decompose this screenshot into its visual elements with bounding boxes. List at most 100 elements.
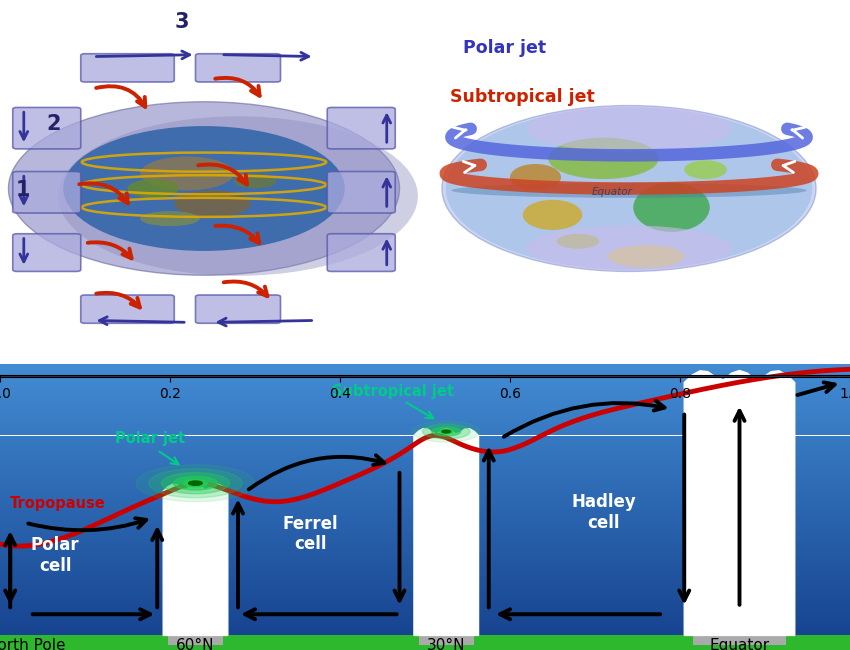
Bar bbox=[0, 364, 850, 367]
Text: Subtropical jet: Subtropical jet bbox=[332, 384, 454, 399]
Text: Subtropical jet: Subtropical jet bbox=[450, 88, 595, 106]
Bar bbox=[0, 421, 850, 424]
Ellipse shape bbox=[608, 245, 684, 268]
Bar bbox=[0, 524, 850, 527]
Circle shape bbox=[442, 430, 450, 433]
Ellipse shape bbox=[140, 211, 200, 226]
Bar bbox=[0, 513, 850, 515]
Text: 3: 3 bbox=[174, 12, 189, 32]
Bar bbox=[0, 621, 850, 624]
Bar bbox=[0, 647, 850, 650]
Text: Hadley
cell: Hadley cell bbox=[571, 493, 636, 532]
Bar bbox=[0, 633, 850, 636]
FancyBboxPatch shape bbox=[327, 234, 395, 272]
Bar bbox=[0, 490, 850, 493]
FancyBboxPatch shape bbox=[196, 54, 280, 82]
Bar bbox=[0, 558, 850, 562]
Bar bbox=[0, 510, 850, 513]
Text: Polar jet: Polar jet bbox=[115, 432, 184, 447]
Bar bbox=[0, 464, 850, 467]
Bar bbox=[0, 556, 850, 558]
Circle shape bbox=[8, 102, 399, 275]
Bar bbox=[0, 627, 850, 630]
Ellipse shape bbox=[140, 157, 234, 190]
Polygon shape bbox=[163, 484, 228, 636]
FancyBboxPatch shape bbox=[81, 295, 174, 323]
Ellipse shape bbox=[548, 138, 659, 179]
Bar bbox=[0, 624, 850, 627]
Bar bbox=[0, 393, 850, 395]
Circle shape bbox=[412, 421, 480, 442]
Bar bbox=[0, 636, 850, 638]
Bar bbox=[0, 613, 850, 616]
Bar bbox=[0, 410, 850, 413]
FancyBboxPatch shape bbox=[327, 172, 395, 213]
Text: Ferrel
cell: Ferrel cell bbox=[282, 515, 338, 553]
Bar bbox=[0, 495, 850, 499]
Bar bbox=[0, 367, 850, 370]
Bar bbox=[0, 378, 850, 381]
Circle shape bbox=[422, 424, 470, 439]
Bar bbox=[0, 481, 850, 484]
Bar bbox=[419, 630, 473, 645]
Circle shape bbox=[58, 116, 418, 276]
Bar bbox=[0, 636, 850, 650]
Bar bbox=[0, 601, 850, 604]
Circle shape bbox=[173, 476, 218, 490]
Bar bbox=[0, 487, 850, 490]
Text: 30°N: 30°N bbox=[427, 638, 466, 650]
Bar bbox=[0, 427, 850, 430]
Ellipse shape bbox=[557, 234, 599, 249]
Bar bbox=[0, 541, 850, 544]
Bar bbox=[0, 415, 850, 419]
Bar bbox=[0, 387, 850, 390]
FancyBboxPatch shape bbox=[13, 107, 81, 149]
Circle shape bbox=[184, 480, 207, 487]
Bar bbox=[0, 533, 850, 536]
Bar bbox=[0, 527, 850, 530]
Polygon shape bbox=[414, 428, 479, 636]
Bar bbox=[0, 573, 850, 576]
Bar bbox=[0, 595, 850, 599]
Ellipse shape bbox=[510, 164, 561, 190]
Circle shape bbox=[445, 107, 813, 270]
Bar bbox=[0, 430, 850, 433]
Bar bbox=[0, 607, 850, 610]
Bar bbox=[0, 547, 850, 550]
Bar bbox=[0, 395, 850, 398]
Bar bbox=[0, 452, 850, 456]
Bar bbox=[0, 504, 850, 507]
Ellipse shape bbox=[684, 160, 727, 179]
Bar bbox=[0, 407, 850, 410]
FancyBboxPatch shape bbox=[13, 172, 81, 213]
Text: Tropopause: Tropopause bbox=[10, 497, 106, 512]
Bar bbox=[0, 390, 850, 393]
Bar bbox=[0, 521, 850, 524]
Circle shape bbox=[439, 430, 453, 434]
Bar bbox=[0, 376, 850, 378]
Bar bbox=[0, 473, 850, 476]
Bar bbox=[693, 630, 786, 645]
Bar bbox=[0, 544, 850, 547]
Bar bbox=[0, 433, 850, 436]
Circle shape bbox=[63, 126, 345, 251]
Text: Equator: Equator bbox=[592, 187, 632, 196]
Bar bbox=[0, 515, 850, 519]
Bar bbox=[0, 610, 850, 613]
Bar bbox=[0, 370, 850, 372]
Text: 1: 1 bbox=[15, 180, 30, 200]
Bar bbox=[0, 372, 850, 376]
FancyBboxPatch shape bbox=[327, 107, 395, 149]
Text: Equator: Equator bbox=[710, 638, 769, 650]
Bar bbox=[0, 644, 850, 647]
Ellipse shape bbox=[128, 179, 178, 198]
Bar bbox=[0, 499, 850, 501]
Circle shape bbox=[432, 427, 461, 436]
Bar bbox=[0, 441, 850, 444]
Text: 2: 2 bbox=[47, 114, 61, 134]
Bar bbox=[0, 381, 850, 384]
Circle shape bbox=[136, 465, 255, 502]
Bar bbox=[0, 413, 850, 415]
Bar bbox=[0, 630, 850, 633]
Text: Polar
cell: Polar cell bbox=[31, 536, 80, 575]
